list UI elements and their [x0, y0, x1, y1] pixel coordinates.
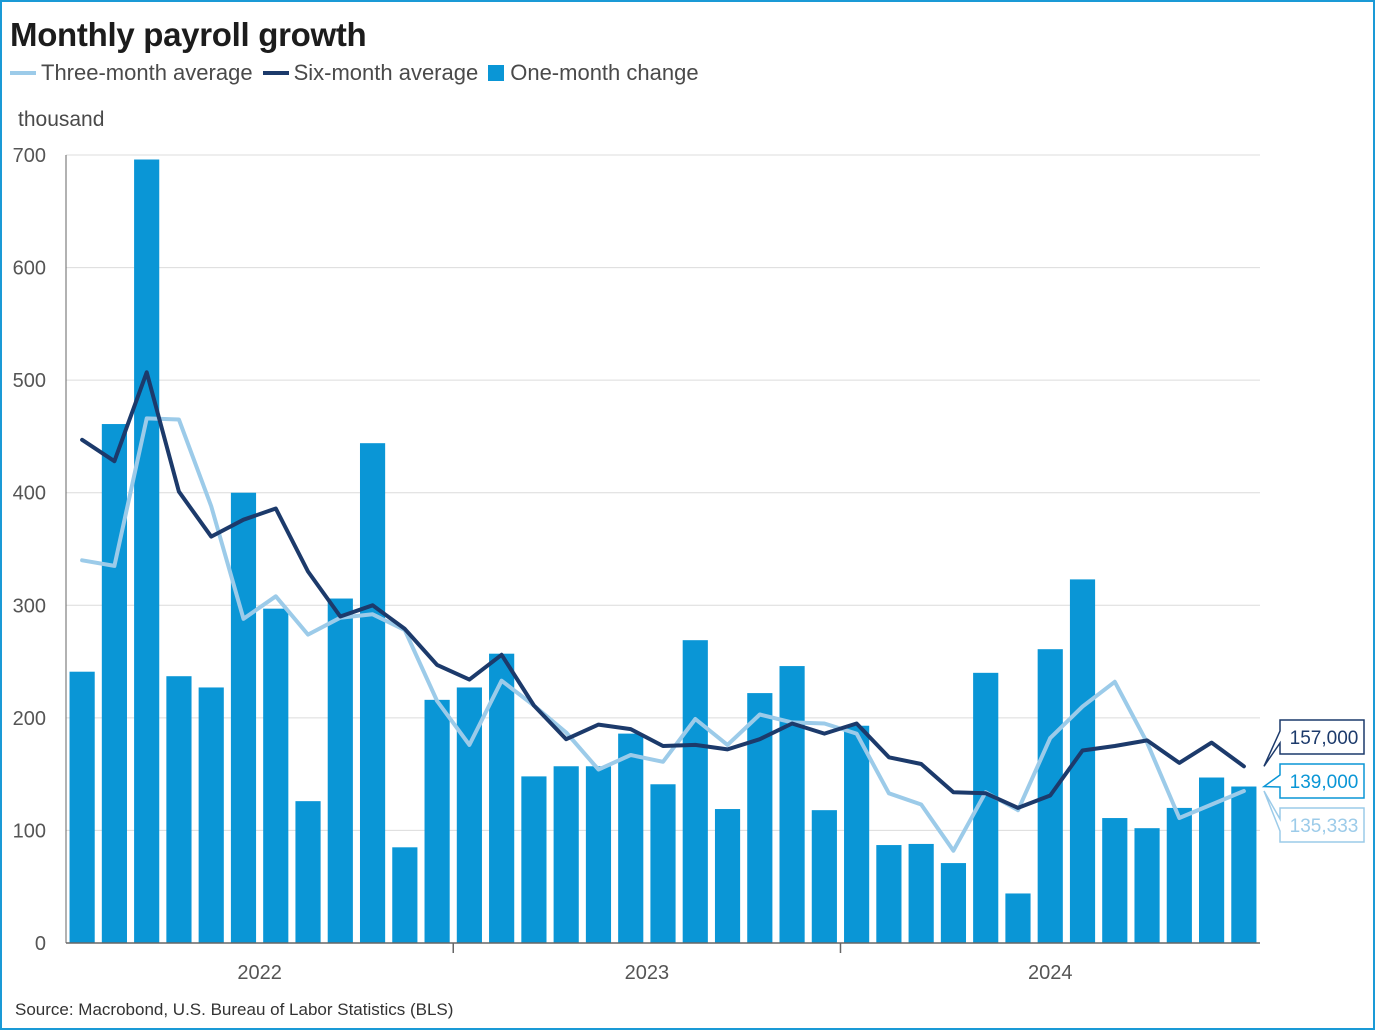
- end-label-value: 157,000: [1290, 728, 1359, 749]
- y-tick-label: 100: [13, 820, 46, 842]
- end-label-box: [1261, 763, 1365, 799]
- chart-legend: Three-month average Six-month average On…: [10, 60, 709, 86]
- y-tick-label: 700: [13, 145, 46, 167]
- bar-one-month: [779, 666, 805, 943]
- legend-swatch-one-month: [488, 65, 505, 81]
- bar-one-month: [747, 693, 773, 943]
- bar-one-month: [198, 687, 224, 943]
- bar-one-month: [424, 699, 450, 943]
- y-tick-label: 0: [35, 933, 46, 955]
- bar-one-month: [101, 424, 127, 943]
- bar-one-month: [811, 810, 837, 943]
- legend-swatch-three-month: [10, 71, 36, 75]
- bar-one-month: [908, 843, 934, 943]
- bar-one-month: [1166, 807, 1192, 943]
- y-axis-unit-label: thousand: [18, 108, 105, 131]
- end-label-box: [1263, 719, 1365, 767]
- bar-one-month: [359, 443, 386, 943]
- end-label-value: 139,000: [1290, 772, 1359, 793]
- bar-one-month: [1134, 828, 1160, 943]
- bar-one-month: [844, 725, 870, 943]
- bar-one-month: [1231, 786, 1257, 943]
- bar-one-month: [166, 676, 192, 943]
- bar-one-month: [295, 801, 321, 943]
- bar-one-month: [585, 766, 612, 943]
- end-label-value: 135,333: [1290, 816, 1359, 837]
- legend-item-three-month: Three-month average: [10, 60, 253, 86]
- x-year-label: 2022: [237, 962, 282, 984]
- bar-one-month: [553, 766, 579, 943]
- legend-item-six-month: Six-month average: [262, 60, 479, 86]
- bar-one-month: [650, 784, 676, 943]
- bar-one-month: [69, 671, 95, 943]
- bar-one-month: [1102, 818, 1128, 943]
- bar-one-month: [940, 863, 967, 943]
- legend-label-three-month: Three-month average: [41, 60, 253, 85]
- x-year-label: 2024: [1028, 962, 1073, 984]
- bar-one-month: [230, 492, 257, 943]
- bar-one-month: [521, 776, 547, 943]
- line-three-month-average: [80, 416, 1246, 853]
- chart-title: Monthly payroll growth: [10, 16, 367, 53]
- y-tick-label: 500: [13, 370, 46, 392]
- bar-one-month: [1005, 893, 1031, 943]
- bar-one-month: [327, 598, 353, 943]
- source-note: Source: Macrobond, U.S. Bureau of Labor …: [15, 1000, 454, 1019]
- bar-one-month: [392, 847, 418, 943]
- bar-one-month: [618, 733, 644, 943]
- bar-one-month: [134, 159, 160, 943]
- legend-label-six-month: Six-month average: [293, 60, 479, 85]
- bar-one-month: [876, 845, 902, 943]
- legend-swatch-six-month: [262, 71, 289, 75]
- legend-label-one-month: One-month change: [510, 60, 699, 85]
- x-year-label: 2023: [625, 962, 670, 984]
- line-six-month-average: [80, 370, 1246, 810]
- y-tick-label: 400: [13, 483, 46, 505]
- y-tick-label: 600: [13, 258, 46, 280]
- bar-one-month: [263, 608, 289, 943]
- y-tick-label: 200: [13, 708, 46, 730]
- bar-one-month: [489, 653, 515, 943]
- legend-item-one-month: One-month change: [488, 60, 699, 86]
- y-tick-label: 300: [13, 595, 46, 617]
- bar-one-month: [714, 809, 741, 943]
- end-label-box: [1263, 790, 1365, 843]
- bar-one-month: [682, 640, 708, 943]
